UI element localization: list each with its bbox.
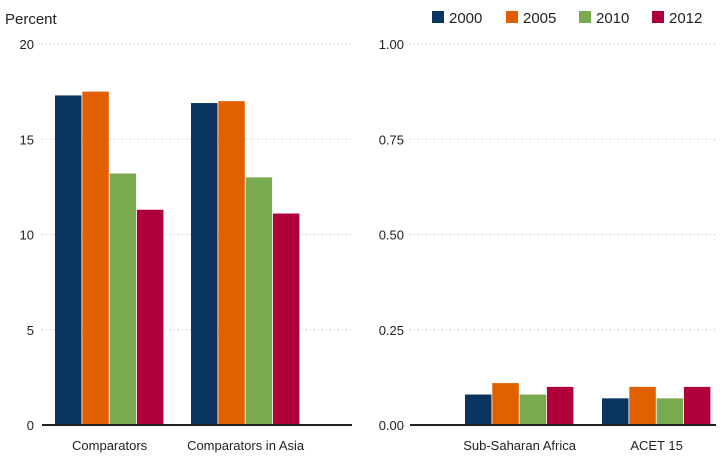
left-bar-2010-1 <box>109 173 137 425</box>
right-bar-2000-1 <box>465 394 492 425</box>
left-ytick-label-4: 20 <box>20 37 34 52</box>
left-bar-2012-2 <box>272 213 300 425</box>
legend-label-2012: 2012 <box>669 10 702 27</box>
right-ytick-label-4: 1.00 <box>379 37 404 52</box>
right-category-label-1: Sub-Saharan Africa <box>463 438 577 453</box>
right-chart: 0.00 0.25 0.50 0.75 1.00 Sub-Saharan Africa AC… <box>379 37 716 453</box>
left-bar-2000-1 <box>55 95 82 425</box>
left-ytick-label-3: 15 <box>20 132 34 147</box>
legend-swatch-2000 <box>432 11 444 23</box>
left-ytick-label-0: 0 <box>27 418 34 433</box>
right-bar-2012-2 <box>683 386 711 425</box>
legend: 2000 2005 2010 2012 <box>432 10 702 27</box>
left-category-label-1: Comparators <box>72 438 148 453</box>
right-ytick-label-0: 0.00 <box>379 418 404 433</box>
left-bar-2012-1 <box>136 209 164 425</box>
left-chart: 0 5 10 15 20 Percent Comparators Comparators in… <box>5 11 352 453</box>
left-bar-2005-1 <box>82 91 109 425</box>
left-bar-2000-2 <box>191 103 218 426</box>
right-bar-2005-2 <box>629 386 656 425</box>
left-bar-2005-2 <box>218 101 245 426</box>
legend-swatch-2012 <box>652 11 664 23</box>
right-bar-2010-1 <box>519 394 547 425</box>
right-bar-2005-1 <box>492 383 519 425</box>
left-ytick-label-1: 5 <box>27 323 34 338</box>
right-ytick-label-3: 0.75 <box>379 132 404 147</box>
right-category-label-2: ACET 15 <box>630 438 683 453</box>
left-bar-2010-2 <box>245 177 273 425</box>
left-category-label-2: Comparators in Asia <box>187 438 305 453</box>
left-ytick-label-2: 10 <box>20 228 34 243</box>
legend-label-2000: 2000 <box>449 10 482 27</box>
left-y-axis-title: Percent <box>5 11 58 28</box>
right-bar-2010-2 <box>656 398 684 425</box>
right-ytick-label-2: 0.50 <box>379 228 404 243</box>
right-bar-2012-1 <box>546 386 574 425</box>
legend-label-2005: 2005 <box>523 10 556 27</box>
legend-swatch-2010 <box>579 11 591 23</box>
right-bar-2000-2 <box>602 398 629 425</box>
legend-label-2010: 2010 <box>596 10 629 27</box>
legend-swatch-2005 <box>506 11 518 23</box>
right-ytick-label-1: 0.25 <box>379 323 404 338</box>
